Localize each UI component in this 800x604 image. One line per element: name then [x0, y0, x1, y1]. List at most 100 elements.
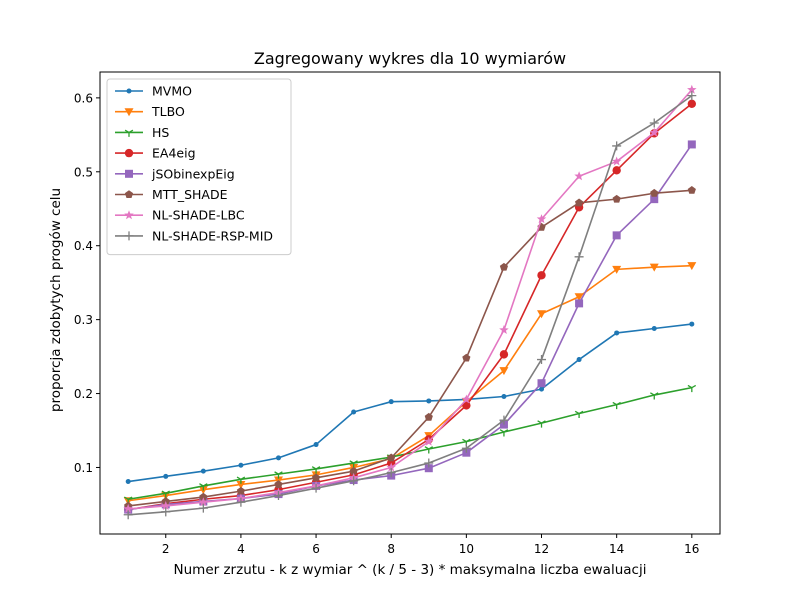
- legend-label: NL-SHADE-LBC: [152, 208, 245, 223]
- y-tick-label: 0.3: [74, 313, 93, 327]
- legend-marker: [124, 108, 134, 117]
- x-tick-label: 10: [459, 542, 474, 556]
- data-point-nl-shade-rsp-mid: [123, 510, 133, 520]
- data-point-tlbo: [649, 263, 659, 272]
- data-point-nl-shade-lbc: [649, 127, 659, 137]
- data-point-nl-shade-rsp-mid: [649, 118, 659, 128]
- data-point-mvmo: [238, 462, 244, 468]
- data-point-tlbo: [236, 480, 246, 489]
- legend-item-ea4eig: EA4eig: [115, 146, 196, 161]
- data-point-hs: [349, 460, 358, 468]
- data-point-ea4eig: [462, 401, 471, 410]
- data-point-ea4eig: [499, 350, 509, 359]
- data-point-tlbo: [612, 265, 622, 274]
- legend-item-nl-shade-lbc: NL-SHADE-LBC: [115, 208, 245, 223]
- data-point-nl-shade-rsp-mid: [612, 141, 622, 151]
- data-point-hs: [499, 429, 509, 437]
- y-tick-label: 0.4: [74, 239, 93, 253]
- series-line-nl-shade-lbc: [128, 89, 693, 510]
- y-tick-label: 0.1: [74, 461, 93, 475]
- data-point-hs: [537, 420, 546, 428]
- data-point-nl-shade-lbc: [499, 324, 509, 335]
- data-point-mvmo: [576, 357, 582, 363]
- data-point-mtt-shade: [236, 486, 245, 495]
- data-point-nl-shade-rsp-mid: [687, 91, 697, 101]
- data-point-jsobinexpeig: [650, 195, 659, 204]
- data-point-mvmo: [426, 398, 432, 404]
- data-point-mtt-shade: [274, 480, 283, 488]
- series-nl-shade-rsp-mid: [123, 91, 697, 520]
- x-tick-label: 16: [684, 542, 699, 556]
- x-tick-label: 12: [534, 542, 549, 556]
- data-point-mvmo: [163, 473, 169, 479]
- data-point-hs: [574, 410, 584, 419]
- x-tick-label: 14: [609, 542, 624, 556]
- x-tick-label: 2: [162, 542, 170, 556]
- legend-item-mtt-shade: MTT_SHADE: [115, 187, 228, 202]
- x-axis-label: Numer zrzutu - k z wymiar ^ (k / 5 - 3) …: [174, 562, 647, 578]
- data-point-hs: [236, 476, 246, 484]
- legend-marker: [124, 190, 134, 198]
- data-point-tlbo: [687, 262, 697, 271]
- legend-marker: [124, 148, 134, 158]
- data-point-hs: [274, 471, 283, 479]
- x-tick-label: 6: [312, 542, 320, 556]
- data-point-mtt-shade: [424, 412, 433, 421]
- axes-frame: [99, 71, 721, 535]
- data-point-nl-shade-rsp-mid: [198, 503, 208, 513]
- data-point-hs: [161, 490, 170, 498]
- data-point-mvmo: [614, 330, 620, 336]
- data-point-nl-shade-rsp-mid: [537, 355, 547, 365]
- y-tick-label: 0.5: [74, 165, 93, 179]
- legend-label: jSObinexpEig: [151, 166, 235, 181]
- series-line-mvmo: [128, 323, 692, 483]
- legend-label: MVMO: [152, 84, 192, 99]
- series-line-tlbo: [128, 264, 692, 502]
- series-line-nl-shade-rsp-mid: [128, 95, 693, 516]
- data-point-hs: [687, 384, 697, 393]
- legend-marker: [124, 231, 134, 241]
- data-point-nl-shade-rsp-mid: [236, 497, 246, 507]
- data-point-hs: [424, 446, 434, 454]
- data-point-mtt-shade: [199, 492, 208, 501]
- legend-label: HS: [152, 125, 169, 140]
- legend-label: TLBO: [151, 104, 185, 119]
- data-point-nl-shade-lbc: [123, 503, 133, 513]
- data-point-mtt-shade: [462, 353, 471, 362]
- legend-item-nl-shade-rsp-mid: NL-SHADE-RSP-MID: [115, 228, 273, 243]
- data-point-nl-shade-rsp-mid: [273, 491, 283, 501]
- x-tick-label: 4: [237, 542, 245, 556]
- data-point-nl-shade-lbc: [386, 462, 396, 472]
- data-point-jsobinexpeig: [537, 379, 546, 388]
- legend-item-jsobinexpeig: jSObinexpEig: [115, 166, 235, 181]
- data-point-jsobinexpeig: [612, 231, 621, 240]
- plot-area: 2 4 6 8 10 12 14 16 0.1 0.2 0.3 0.4 0.5 0.6: [74, 71, 721, 556]
- series-line-ea4eig: [128, 103, 693, 511]
- legend-marker: [125, 169, 133, 178]
- data-point-ea4eig: [687, 99, 697, 108]
- data-point-nl-shade-rsp-mid: [349, 476, 359, 486]
- data-point-jsobinexpeig: [687, 140, 696, 149]
- legend-marker: [126, 88, 132, 94]
- data-point-mvmo: [388, 399, 394, 405]
- data-point-nl-shade-lbc: [461, 394, 472, 404]
- series-line-hs: [128, 386, 692, 501]
- legend-item-tlbo: TLBO: [115, 104, 185, 119]
- data-point-nl-shade-rsp-mid: [499, 415, 509, 425]
- x-tick-label: 8: [387, 542, 395, 556]
- series-mvmo: [125, 321, 695, 485]
- data-point-hs: [612, 401, 621, 410]
- y-tick-label: 0.2: [74, 387, 93, 401]
- series-nl-shade-lbc: [123, 84, 697, 513]
- data-point-mtt-shade: [499, 262, 509, 271]
- data-point-nl-shade-rsp-mid: [461, 443, 471, 453]
- data-point-nl-shade-lbc: [161, 500, 171, 510]
- data-point-nl-shade-lbc: [611, 156, 622, 166]
- data-point-nl-shade-rsp-mid: [386, 468, 396, 478]
- data-point-mvmo: [275, 455, 281, 461]
- data-point-nl-shade-rsp-mid: [161, 507, 171, 517]
- legend-label: EA4eig: [152, 146, 196, 161]
- data-point-mvmo: [351, 409, 357, 415]
